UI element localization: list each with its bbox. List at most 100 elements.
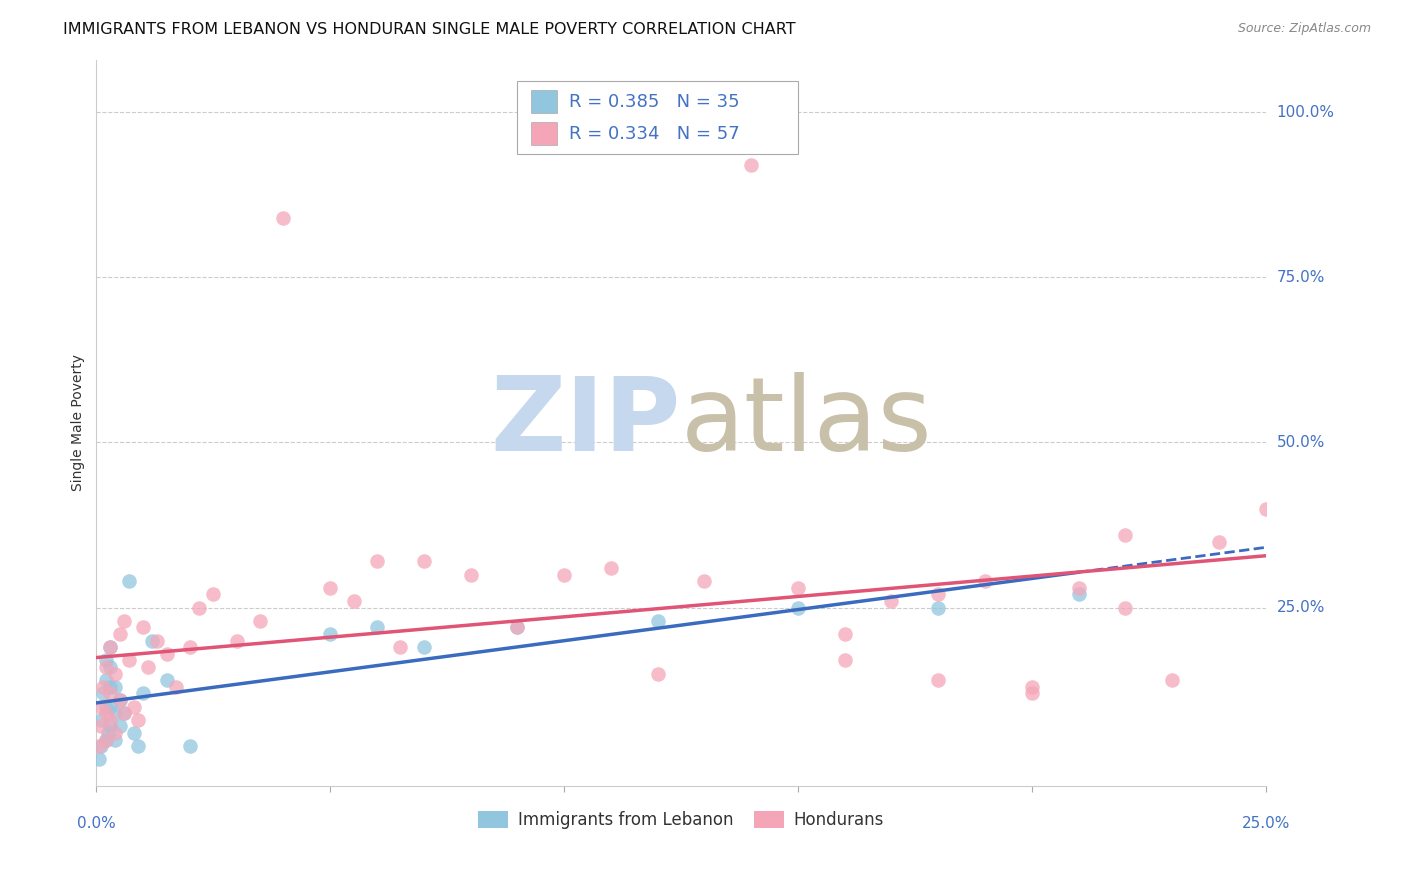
Point bbox=[188, 600, 211, 615]
Point bbox=[179, 640, 201, 655]
Point bbox=[880, 594, 903, 608]
Point bbox=[94, 660, 117, 674]
Point bbox=[366, 620, 388, 634]
Point bbox=[104, 680, 127, 694]
Point bbox=[460, 567, 482, 582]
Point bbox=[100, 699, 122, 714]
Point bbox=[108, 719, 131, 733]
Point bbox=[927, 587, 949, 601]
Point bbox=[90, 719, 112, 733]
Point bbox=[1208, 534, 1230, 549]
Point bbox=[366, 554, 388, 568]
Point bbox=[94, 706, 117, 721]
Point bbox=[112, 706, 135, 721]
Y-axis label: Single Male Poverty: Single Male Poverty bbox=[72, 354, 86, 491]
Point bbox=[90, 699, 112, 714]
Text: 25.0%: 25.0% bbox=[1241, 816, 1289, 831]
Point bbox=[90, 713, 112, 727]
Point bbox=[132, 620, 155, 634]
Point bbox=[1161, 673, 1184, 688]
Point bbox=[647, 666, 669, 681]
Point bbox=[506, 620, 529, 634]
Point bbox=[100, 713, 122, 727]
Point bbox=[87, 739, 110, 754]
Point bbox=[273, 211, 295, 225]
Point bbox=[319, 581, 342, 595]
Text: 100.0%: 100.0% bbox=[1277, 105, 1334, 120]
Point bbox=[93, 686, 115, 700]
FancyBboxPatch shape bbox=[517, 81, 799, 154]
Point bbox=[122, 726, 145, 740]
Text: Source: ZipAtlas.com: Source: ZipAtlas.com bbox=[1237, 22, 1371, 36]
Text: ZIP: ZIP bbox=[491, 372, 681, 473]
Point bbox=[740, 158, 762, 172]
Point bbox=[94, 653, 117, 667]
Point bbox=[94, 732, 117, 747]
Text: R = 0.334   N = 57: R = 0.334 N = 57 bbox=[569, 125, 740, 143]
Point bbox=[112, 706, 135, 721]
Text: 0.0%: 0.0% bbox=[77, 816, 115, 831]
Point bbox=[1067, 587, 1090, 601]
Point bbox=[100, 680, 122, 694]
Point bbox=[127, 713, 149, 727]
Point bbox=[787, 600, 810, 615]
Point bbox=[389, 640, 412, 655]
Point bbox=[974, 574, 997, 588]
Point bbox=[94, 699, 117, 714]
Point bbox=[834, 627, 856, 641]
Point bbox=[127, 739, 149, 754]
Point bbox=[1114, 528, 1136, 542]
Point bbox=[94, 673, 117, 688]
Point bbox=[97, 726, 120, 740]
Text: atlas: atlas bbox=[681, 372, 932, 473]
Point bbox=[225, 633, 247, 648]
Point bbox=[136, 660, 159, 674]
Point bbox=[599, 561, 621, 575]
Point bbox=[118, 653, 141, 667]
Point bbox=[412, 554, 434, 568]
Point bbox=[787, 581, 810, 595]
Point bbox=[249, 614, 271, 628]
Point bbox=[108, 627, 131, 641]
Point bbox=[342, 594, 364, 608]
Legend: Immigrants from Lebanon, Hondurans: Immigrants from Lebanon, Hondurans bbox=[471, 804, 890, 836]
Text: R = 0.385   N = 35: R = 0.385 N = 35 bbox=[569, 93, 740, 111]
Point bbox=[155, 673, 177, 688]
Point bbox=[132, 686, 155, 700]
Point bbox=[1021, 686, 1043, 700]
Text: 25.0%: 25.0% bbox=[1277, 600, 1324, 615]
Point bbox=[112, 614, 135, 628]
Point bbox=[100, 686, 122, 700]
Point bbox=[100, 660, 122, 674]
Point bbox=[100, 640, 122, 655]
Text: 50.0%: 50.0% bbox=[1277, 435, 1324, 450]
Text: 75.0%: 75.0% bbox=[1277, 270, 1324, 285]
Point bbox=[506, 620, 529, 634]
Point bbox=[100, 719, 122, 733]
Point bbox=[693, 574, 716, 588]
Point bbox=[146, 633, 169, 648]
Point bbox=[1114, 600, 1136, 615]
Text: IMMIGRANTS FROM LEBANON VS HONDURAN SINGLE MALE POVERTY CORRELATION CHART: IMMIGRANTS FROM LEBANON VS HONDURAN SING… bbox=[63, 22, 796, 37]
Point bbox=[553, 567, 575, 582]
Point bbox=[94, 732, 117, 747]
Point bbox=[202, 587, 225, 601]
Point bbox=[118, 574, 141, 588]
Point bbox=[165, 680, 187, 694]
Point bbox=[927, 600, 949, 615]
Point bbox=[927, 673, 949, 688]
Point bbox=[87, 752, 110, 766]
Point bbox=[141, 633, 163, 648]
Point bbox=[179, 739, 201, 754]
Point bbox=[108, 693, 131, 707]
Point bbox=[108, 693, 131, 707]
Point bbox=[122, 699, 145, 714]
Point bbox=[412, 640, 434, 655]
Point bbox=[90, 739, 112, 754]
Point bbox=[834, 653, 856, 667]
Bar bbox=[531, 90, 557, 113]
Point bbox=[647, 614, 669, 628]
Point bbox=[1254, 501, 1277, 516]
Point bbox=[104, 726, 127, 740]
Point bbox=[100, 640, 122, 655]
